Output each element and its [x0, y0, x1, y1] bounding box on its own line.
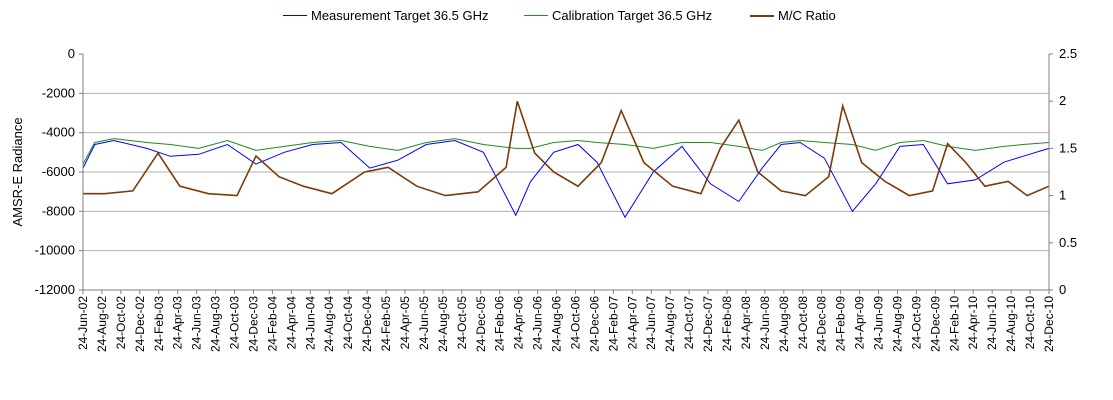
- x-tick-label: 24-Oct-09: [909, 296, 923, 350]
- x-tick-label: 24-Oct-10: [1023, 296, 1037, 350]
- series-line-calibration: [82, 138, 1050, 165]
- series-line-mc-ratio: [83, 100, 1050, 197]
- x-tick-label: 24-Feb-07: [606, 296, 620, 352]
- y2-tick-label: 1: [1059, 188, 1066, 203]
- x-tick-label: 24-Aug-10: [1004, 296, 1018, 352]
- y-tick-label: -4000: [42, 125, 75, 140]
- x-tick-label: 24-Oct-06: [568, 296, 582, 350]
- x-tick-label: 24-Dec-08: [815, 296, 829, 352]
- y2-tick-label: 2.5: [1059, 46, 1077, 61]
- x-tick-label: 24-Apr-06: [512, 296, 526, 350]
- x-tick-label: 24-Apr-05: [398, 296, 412, 350]
- x-tick-label: 24-Aug-03: [209, 296, 223, 352]
- x-tick-label: 24-Aug-09: [890, 296, 904, 352]
- x-tick-label: 24-Feb-10: [947, 296, 961, 352]
- x-tick-label: 24-Dec-04: [360, 296, 374, 352]
- x-tick-label: 24-Aug-05: [436, 296, 450, 352]
- x-tick-label: 24-Oct-08: [796, 296, 810, 350]
- x-tick-label: 24-Oct-05: [455, 296, 469, 350]
- y2-tick-label: 2: [1059, 93, 1066, 108]
- legend-item-measurement: Measurement Target 36.5 GHz: [283, 8, 489, 23]
- x-tick-label: 24-Feb-08: [720, 296, 734, 352]
- legend-label-measurement: Measurement Target 36.5 GHz: [311, 8, 489, 23]
- x-tick-label: 24-Dec-03: [246, 296, 260, 352]
- legend-label-calibration: Calibration Target 36.5 GHz: [552, 8, 713, 23]
- x-tick-label: 24-Oct-03: [228, 296, 242, 350]
- x-tick-label: 24-Aug-06: [550, 296, 564, 352]
- x-tick-label: 24-Aug-08: [777, 296, 791, 352]
- y2-tick-label: 0: [1059, 282, 1066, 297]
- x-tick-label: 24-Apr-09: [853, 296, 867, 350]
- y-tick-label: -6000: [42, 164, 75, 179]
- x-tick-label: 24-Apr-03: [171, 296, 185, 350]
- x-tick-label: 24-Apr-07: [625, 296, 639, 350]
- legend-item-mc-ratio: M/C Ratio: [750, 8, 836, 23]
- x-tick-label: 24-Dec-09: [928, 296, 942, 352]
- y-tick-label: -8000: [42, 203, 75, 218]
- x-tick-label: 24-Apr-10: [966, 296, 980, 350]
- y2-tick-label: 0.5: [1059, 235, 1077, 250]
- legend-label-mc-ratio: M/C Ratio: [778, 8, 836, 23]
- series-line-measurement: [82, 139, 1050, 219]
- x-tick-label: 24-Jun-06: [531, 296, 545, 350]
- x-tick-label: 24-Feb-05: [379, 296, 393, 352]
- x-tick-label: 24-Dec-05: [474, 296, 488, 352]
- x-tick-label: 24-Oct-02: [114, 296, 128, 350]
- legend-item-calibration: Calibration Target 36.5 GHz: [524, 8, 712, 23]
- y-tick-label: -10000: [35, 243, 75, 258]
- x-tick-label: 24-Jun-03: [190, 296, 204, 350]
- legend-swatch-calibration: [524, 15, 548, 16]
- x-tick-label: 24-Jun-07: [644, 296, 658, 350]
- legend-swatch-mc-ratio: [750, 14, 774, 17]
- x-tick-label: 24-Jun-09: [872, 296, 886, 350]
- x-tick-label: 24-Jun-08: [758, 296, 772, 350]
- x-tick-label: 24-Feb-09: [834, 296, 848, 352]
- x-tick-label: 24-Dec-02: [133, 296, 147, 352]
- x-tick-label: 24-Feb-04: [265, 296, 279, 352]
- x-tick-label: 24-Apr-08: [739, 296, 753, 350]
- x-tick-label: 24-Aug-07: [663, 296, 677, 352]
- x-tick-label: 24-Jun-10: [985, 296, 999, 350]
- x-tick-label: 24-Dec-07: [701, 296, 715, 352]
- legend: Measurement Target 36.5 GHz Calibration …: [0, 8, 1113, 28]
- legend-swatch-measurement: [283, 15, 307, 16]
- x-tick-label: 24-Feb-03: [152, 296, 166, 352]
- x-tick-label: 24-Apr-04: [284, 296, 298, 350]
- x-tick-label: 24-Dec-10: [1042, 296, 1056, 352]
- x-tick-label: 24-Feb-06: [493, 296, 507, 352]
- y-tick-label: -12000: [35, 282, 75, 297]
- x-tick-label: 24-Jun-02: [76, 296, 90, 350]
- x-tick-label: 24-Jun-04: [303, 296, 317, 350]
- x-tick-label: 24-Aug-04: [322, 296, 336, 352]
- x-tick-label: 24-Aug-02: [95, 296, 109, 352]
- x-tick-label: 24-Jun-05: [417, 296, 431, 350]
- x-tick-label: 24-Oct-07: [682, 296, 696, 350]
- y-axis-title: AMSR-E Radiance: [10, 117, 25, 226]
- x-tick-label: 24-Dec-06: [587, 296, 601, 352]
- x-tick-label: 24-Oct-04: [341, 296, 355, 350]
- y-tick-label: 0: [68, 46, 75, 61]
- y2-tick-label: 1.5: [1059, 140, 1077, 155]
- y-tick-label: -2000: [42, 85, 75, 100]
